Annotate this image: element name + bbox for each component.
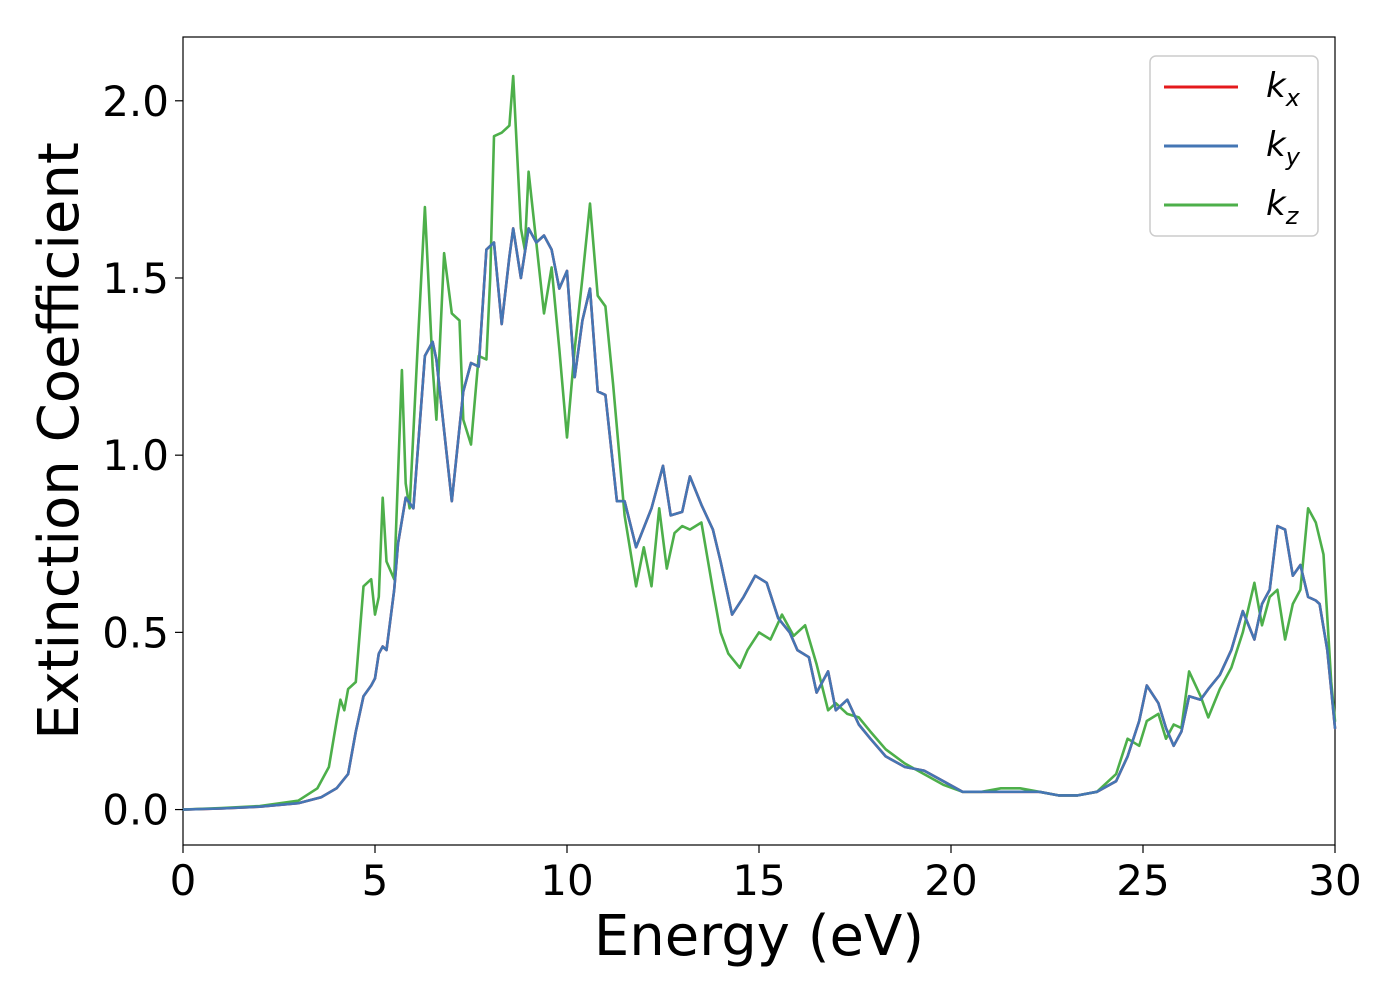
x-tick-label: 25 [1116,856,1169,905]
x-ticks: 0 5 10 15 20 25 30 [170,845,1362,905]
x-tick-label: 15 [732,856,785,905]
legend-label-kz: kz [1266,184,1300,230]
y-tick-label: 0.0 [102,786,169,835]
series-line-kz [181,74,1337,811]
y-tick-label: 1.5 [102,254,169,303]
y-tick-label: 0.5 [102,608,169,657]
series-line-ky [181,227,1337,811]
x-tick-label: 10 [540,856,593,905]
y-axis-title: Extinction Coefficient [27,142,92,740]
x-tick-label: 20 [924,856,977,905]
legend-label-kx: kx [1266,66,1301,112]
legend-label-subscript: z [1285,202,1300,230]
legend-label-ky: ky [1266,125,1301,171]
plot-frame [182,36,1336,846]
x-tick-label: 0 [170,856,197,905]
legend-label-main: k [1266,184,1287,224]
y-tick-label: 2.0 [102,77,169,126]
y-axis: 0.0 0.5 1.0 1.5 2.0 Extinction Coefficient [27,77,183,835]
legend-label-subscript: x [1285,84,1301,112]
legend-label-main: k [1266,66,1287,106]
y-ticks: 0.0 0.5 1.0 1.5 2.0 [102,77,183,835]
x-tick-label: 30 [1308,856,1361,905]
series-layer [181,74,1337,811]
legend-label-main: k [1266,125,1287,165]
x-axis-title: Energy (eV) [594,904,924,969]
plot-area [181,36,1337,846]
x-tick-label: 5 [362,856,389,905]
y-tick-label: 1.0 [102,431,169,480]
x-axis: 0 5 10 15 20 25 30 Energy (eV) [170,845,1362,969]
legend-label-subscript: y [1285,143,1301,171]
